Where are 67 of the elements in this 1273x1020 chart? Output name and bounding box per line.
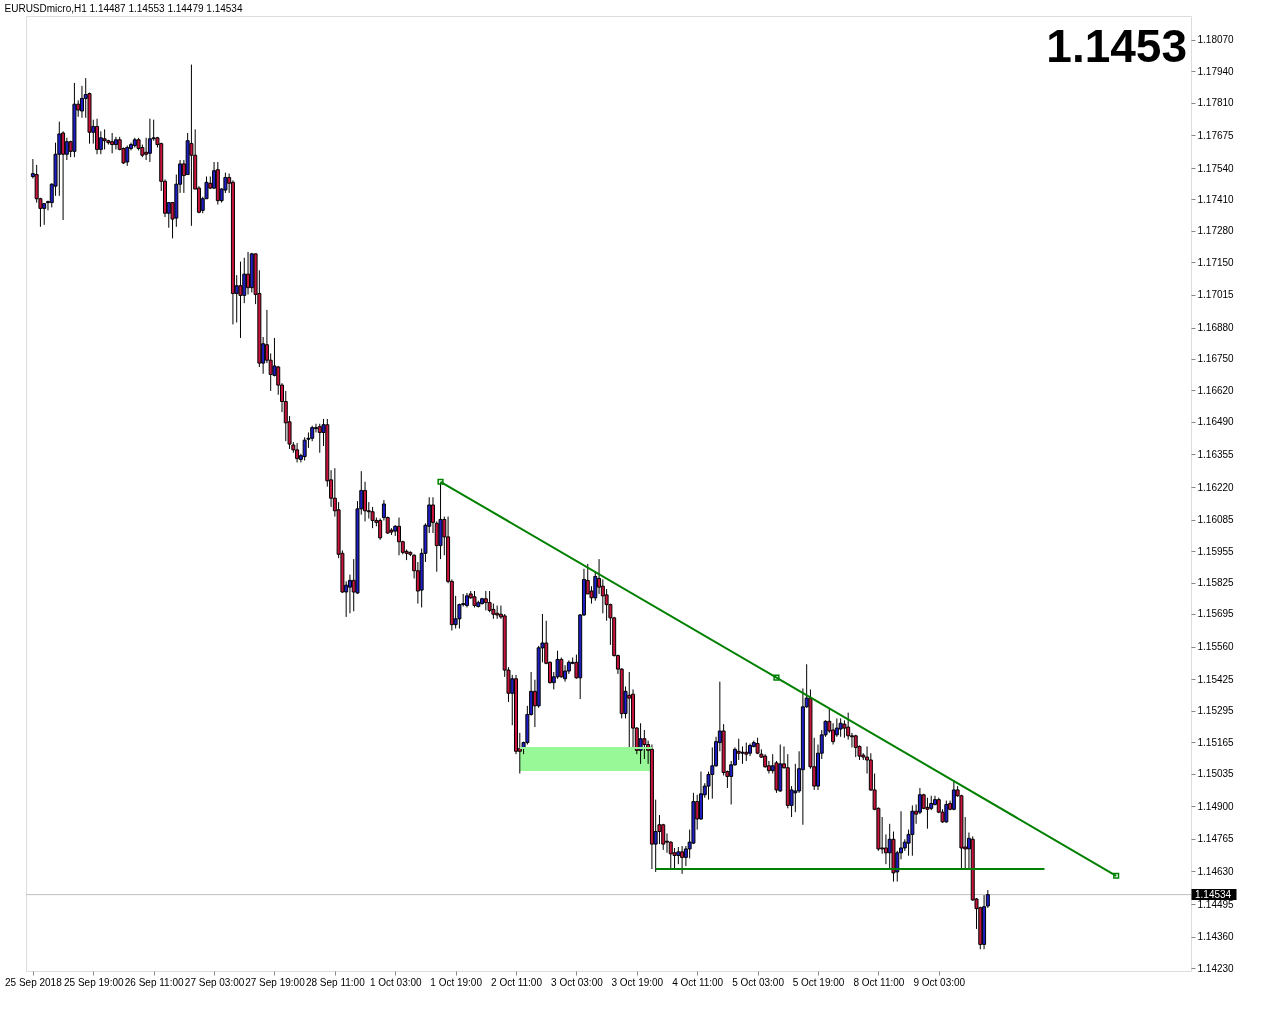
y-tick-label: 1.16490 — [1197, 416, 1235, 428]
candlestick — [740, 745, 745, 765]
y-tick-label: 1.16085 — [1197, 514, 1235, 526]
x-tick-label: 27 Sep 19:00 — [245, 976, 306, 988]
x-tick-label: 3 Oct 03:00 — [551, 976, 604, 988]
y-tick-label: 1.15165 — [1197, 736, 1235, 748]
y-tick-label: 1.17015 — [1197, 289, 1235, 301]
ref-line-label: 1.14534 — [1195, 888, 1232, 900]
y-tick-label: 1.15425 — [1197, 673, 1235, 685]
y-tick-label: 1.17810 — [1197, 97, 1235, 109]
x-tick-label: 3 Oct 19:00 — [611, 976, 664, 988]
y-tick-label: 1.18070 — [1197, 34, 1235, 46]
x-tick-label: 5 Oct 03:00 — [732, 976, 785, 988]
x-tick-label: 4 Oct 11:00 — [672, 976, 724, 988]
candlestick — [910, 804, 915, 857]
y-tick-label: 1.16620 — [1197, 384, 1235, 396]
point — [773, 674, 780, 681]
candlestick — [378, 518, 383, 541]
candlestick — [113, 136, 118, 150]
x-tick-label: 1 Oct 03:00 — [369, 976, 423, 988]
candlestick — [559, 657, 564, 679]
point — [437, 478, 444, 485]
x-tick-label: 28 Sep 11:00 — [305, 976, 366, 988]
y-tick-label: 1.17280 — [1197, 225, 1235, 237]
y-tick-label: 1.17675 — [1197, 129, 1235, 141]
y-tick-label: 1.15825 — [1197, 577, 1235, 589]
candlestick — [147, 118, 152, 163]
candlestick — [642, 729, 647, 760]
y-tick-label: 1.17150 — [1197, 256, 1235, 268]
x-tick-label: 2 Oct 11:00 — [491, 976, 543, 988]
candlestick — [638, 722, 643, 765]
x-tick-label: 25 Sep 2018 — [5, 976, 63, 988]
candlestick — [347, 574, 352, 614]
x-tick-label: 1 Oct 19:00 — [430, 976, 483, 988]
y-tick-label: 1.15560 — [1197, 641, 1235, 653]
chart-title: EURUSDmicro,H1 1.14487 1.14553 1.14479 1.14534 — [4, 3, 243, 14]
y-tick-label: 1.15955 — [1197, 545, 1235, 557]
x-tick-label: 5 Oct 19:00 — [792, 976, 845, 988]
y-tick-label: 1.15035 — [1197, 768, 1235, 780]
y-tick-label: 1.17410 — [1197, 193, 1235, 205]
y-tick-label: 1.14230 — [1197, 962, 1235, 974]
y-tick-label: 1.15695 — [1197, 608, 1235, 620]
candlestick — [238, 261, 243, 339]
x-tick-label: 27 Sep 03:00 — [184, 976, 245, 988]
x-tick-label: 25 Sep 19:00 — [64, 976, 124, 988]
y-tick-label: 1.17540 — [1197, 162, 1235, 174]
y-tick-label: 1.14495 — [1197, 898, 1235, 910]
y-tick-label: 1.16355 — [1197, 448, 1235, 460]
x-tick-label: 9 Oct 03:00 — [913, 976, 966, 988]
x-tick-label: 26 Sep 11:00 — [124, 976, 184, 988]
candlestick — [680, 845, 685, 875]
y-tick-label: 1.14360 — [1197, 931, 1235, 943]
candlestick — [95, 118, 100, 155]
y-tick-label: 1.17940 — [1197, 65, 1235, 77]
y-tick-label: 1.16220 — [1197, 481, 1235, 493]
y-tick-label: 1.14900 — [1197, 800, 1235, 812]
candlestick — [736, 738, 741, 761]
candlestick — [98, 130, 103, 155]
y-tick-label: 1.14630 — [1197, 865, 1235, 877]
point — [1113, 872, 1120, 879]
y-tick-label: 1.14765 — [1197, 833, 1235, 845]
candlestick — [110, 132, 115, 154]
y-tick-label: 1.16750 — [1197, 353, 1235, 365]
x-tick-label: 8 Oct 11:00 — [853, 976, 905, 988]
y-tick-label: 1.16880 — [1197, 322, 1235, 334]
y-tick-label: 1.15295 — [1197, 705, 1235, 717]
annotation: 1.1453 — [1046, 20, 1187, 72]
